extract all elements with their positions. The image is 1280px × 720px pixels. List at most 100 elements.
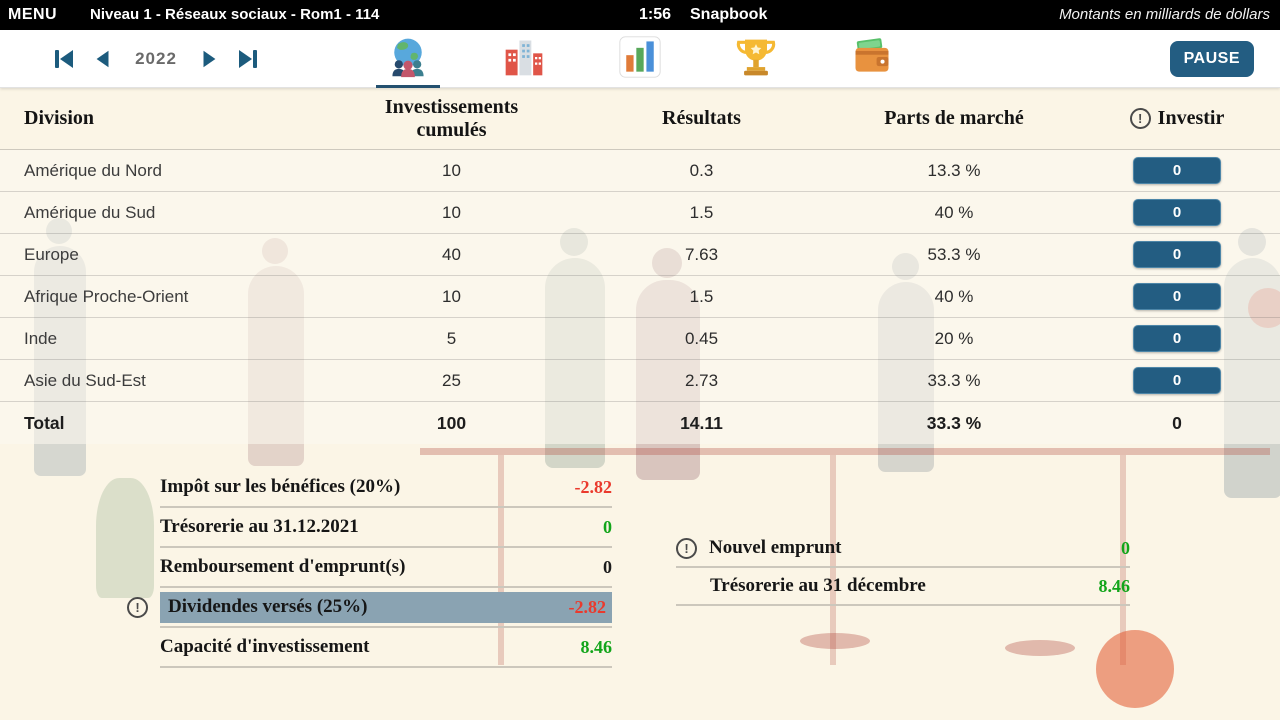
pause-button[interactable]: PAUSE [1169,41,1254,77]
total-label: Total [24,412,65,433]
city-buildings-icon [502,35,546,84]
division-name: Europe [24,244,79,264]
table-header: Division Investissements cumulés Résulta… [0,88,1280,150]
division-name: Inde [24,328,58,348]
invest-button[interactable]: 0 [1133,325,1221,352]
results-value: 1.5 [689,286,714,306]
finance-value: 8.46 [580,636,613,657]
investments-value: 40 [442,244,461,264]
next-year-button[interactable] [198,48,220,70]
market-share-value: 40 % [934,286,974,306]
division-name: Amérique du Sud [24,202,156,222]
table-total-row: Total 100 14.11 33.3 % 0 [0,402,1280,444]
division-name: Afrique Proche-Orient [24,286,189,306]
finance-label: Capacité d'investissement [160,636,370,657]
table-row: Inde 5 0.45 20 % 0 [0,318,1280,360]
tab-finance[interactable] [850,34,894,84]
results-value: 0.3 [689,160,714,180]
finance-label: Remboursement d'emprunt(s) [160,556,406,577]
finance-value: 0 [1121,537,1130,558]
invest-button[interactable]: 0 [1133,199,1221,226]
results-value: 1.5 [689,202,714,222]
market-share-value: 13.3 % [927,160,981,180]
total-market-share: 33.3 % [926,412,982,433]
finance-value: 0 [603,516,612,537]
wallet-icon [850,35,894,84]
globe-people-icon [386,35,430,84]
table-row: Amérique du Nord 10 0.3 13.3 % 0 [0,150,1280,192]
year-label: 2022 [135,49,177,68]
info-icon[interactable]: ! [1129,108,1151,129]
tab-divisions[interactable] [376,34,440,88]
table-row: Europe 40 7.63 53.3 % 0 [0,234,1280,276]
last-year-button[interactable] [236,47,260,71]
total-invest: 0 [1172,412,1182,433]
dividends-row[interactable]: ! Dividendes versés (25%) -2.82 [127,588,612,628]
finance-row: Trésorerie au 31.12.2021 0 [160,508,612,548]
division-name: Amérique du Nord [24,160,162,180]
tab-ranking[interactable] [734,34,778,84]
results-value: 7.63 [684,244,719,264]
investments-value: 25 [442,370,461,390]
level-title: Niveau 1 - Réseaux sociaux - Rom1 - 114 [90,6,380,23]
investments-value: 5 [446,328,457,348]
first-year-button[interactable] [52,47,76,71]
market-share-value: 53.3 % [927,244,981,264]
investments-value: 10 [442,286,461,306]
invest-button[interactable]: 0 [1133,367,1221,394]
info-icon[interactable]: ! [127,597,148,618]
table-row: Amérique du Sud 10 1.5 40 % 0 [0,192,1280,234]
column-header-invest: Investir [1157,107,1225,129]
finance-label: Trésorerie au 31 décembre [710,575,926,596]
new-loan-row[interactable]: ! Nouvel emprunt 0 [676,530,1130,568]
finance-label: Impôt sur les bénéfices (20%) [160,476,401,497]
top-bar: MENU Niveau 1 - Réseaux sociaux - Rom1 -… [0,0,1280,30]
market-share-value: 40 % [934,202,974,222]
toolbar: 2022 [0,30,1280,88]
main-content: Division Investissements cumulés Résulta… [0,88,1280,720]
year-navigation: 2022 [52,30,260,88]
view-tabs [376,34,894,88]
tab-results[interactable] [618,34,662,84]
tab-company[interactable] [502,34,546,84]
finance-value: 8.46 [1098,575,1131,596]
prev-year-button[interactable] [92,48,114,70]
total-results: 14.11 [680,412,723,433]
results-value: 2.73 [684,370,719,390]
investments-value: 10 [442,202,461,222]
market-share-value: 33.3 % [927,370,981,390]
info-icon[interactable]: ! [676,537,697,559]
table-row: Asie du Sud-Est 25 2.73 33.3 % 0 [0,360,1280,402]
finance-value: 0 [603,556,612,577]
investments-value: 10 [442,160,461,180]
column-header-investments: Investissements cumulés [384,96,519,141]
finance-value: -2.82 [568,596,607,617]
timer: 1:56 [638,6,672,23]
trophy-icon [734,35,778,84]
invest-button[interactable]: 0 [1133,157,1221,184]
column-header-division: Division [24,107,95,129]
results-value: 0.45 [684,328,719,348]
finance-label: Trésorerie au 31.12.2021 [160,516,359,537]
finance-label: Dividendes versés (25%) [168,596,368,617]
finance-row: Remboursement d'emprunt(s) 0 [160,548,612,588]
column-header-results: Résultats [662,107,741,129]
invest-button[interactable]: 0 [1133,241,1221,268]
menu-button[interactable]: MENU [8,6,58,23]
market-share-value: 20 % [934,328,974,348]
bar-chart-icon [618,35,662,84]
finance-summary-right: ! Nouvel emprunt 0 Trésorerie au 31 déce… [676,530,1130,606]
finance-value: -2.82 [574,476,613,497]
units-note: Montants en milliards de dollars [1059,6,1270,23]
table-row: Afrique Proche-Orient 10 1.5 40 % 0 [0,276,1280,318]
brand-name: Snapbook [690,6,768,23]
finance-row: Capacité d'investissement 8.46 [160,628,612,668]
division-name: Asie du Sud-Est [24,370,146,390]
finance-row: Trésorerie au 31 décembre 8.46 [676,568,1130,606]
invest-button[interactable]: 0 [1133,283,1221,310]
column-header-market-share: Parts de marché [884,107,1024,129]
finance-label: Nouvel emprunt [709,537,842,558]
finance-summary-left: Impôt sur les bénéfices (20%) -2.82 Trés… [127,468,613,668]
total-investments: 100 [436,412,467,433]
